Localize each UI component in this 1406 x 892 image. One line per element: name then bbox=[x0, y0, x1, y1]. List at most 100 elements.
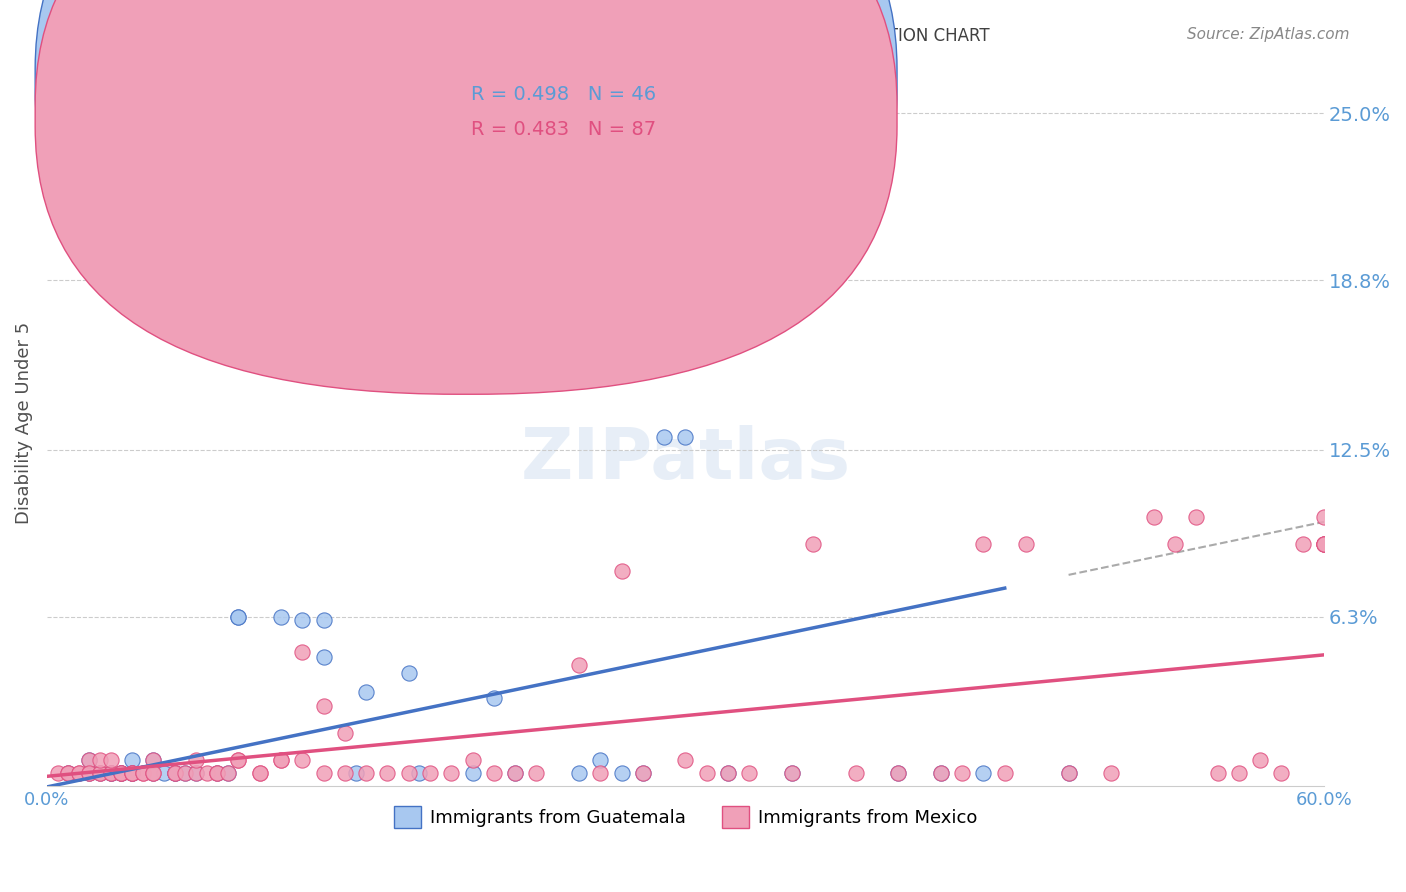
Point bbox=[1164, 537, 1187, 551]
Point bbox=[110, 766, 132, 780]
Point bbox=[100, 766, 122, 780]
Point bbox=[228, 753, 250, 767]
Point bbox=[184, 766, 207, 780]
Point bbox=[1270, 766, 1292, 780]
Point bbox=[89, 753, 111, 767]
Point bbox=[344, 766, 367, 780]
Text: IMMIGRANTS FROM GUATEMALA VS IMMIGRANTS FROM MEXICO DISABILITY AGE UNDER 5 CORRE: IMMIGRANTS FROM GUATEMALA VS IMMIGRANTS … bbox=[56, 27, 990, 45]
Point bbox=[696, 766, 718, 780]
Point bbox=[100, 766, 122, 780]
Point bbox=[46, 766, 69, 780]
Point bbox=[675, 753, 697, 767]
Point bbox=[79, 766, 101, 780]
Point bbox=[887, 766, 910, 780]
Point bbox=[972, 766, 994, 780]
Point bbox=[121, 766, 143, 780]
Point bbox=[121, 753, 143, 767]
Point bbox=[717, 766, 740, 780]
Point bbox=[377, 766, 399, 780]
Point bbox=[589, 766, 612, 780]
Point bbox=[89, 766, 111, 780]
Point bbox=[142, 766, 165, 780]
Point bbox=[121, 766, 143, 780]
Point bbox=[163, 766, 186, 780]
Point bbox=[89, 766, 111, 780]
Point bbox=[801, 537, 824, 551]
Point bbox=[110, 766, 132, 780]
Point bbox=[1143, 510, 1166, 524]
Point bbox=[972, 537, 994, 551]
Point bbox=[100, 753, 122, 767]
Point bbox=[163, 766, 186, 780]
Text: R = 0.483   N = 87: R = 0.483 N = 87 bbox=[471, 120, 657, 139]
Point bbox=[1313, 510, 1336, 524]
Point bbox=[1206, 766, 1229, 780]
Point bbox=[270, 753, 292, 767]
Point bbox=[249, 187, 271, 202]
Point bbox=[56, 766, 79, 780]
Point bbox=[205, 766, 228, 780]
Point bbox=[610, 564, 633, 578]
Point bbox=[131, 766, 153, 780]
Point bbox=[174, 766, 197, 780]
Point bbox=[79, 753, 101, 767]
Legend: Immigrants from Guatemala, Immigrants from Mexico: Immigrants from Guatemala, Immigrants fr… bbox=[387, 799, 984, 836]
Point bbox=[163, 766, 186, 780]
Point bbox=[631, 766, 654, 780]
Point bbox=[270, 610, 292, 624]
Point bbox=[482, 690, 505, 705]
Point bbox=[56, 766, 79, 780]
Point bbox=[419, 766, 441, 780]
Point bbox=[312, 613, 335, 627]
Point bbox=[217, 766, 239, 780]
Point bbox=[100, 766, 122, 780]
Point bbox=[589, 753, 612, 767]
Point bbox=[142, 753, 165, 767]
Point bbox=[354, 685, 377, 699]
Point bbox=[1015, 537, 1038, 551]
Point bbox=[195, 766, 218, 780]
Point bbox=[994, 766, 1017, 780]
Point bbox=[333, 725, 356, 739]
Point bbox=[291, 753, 314, 767]
Point bbox=[174, 766, 197, 780]
Point bbox=[142, 766, 165, 780]
Point bbox=[845, 766, 868, 780]
Y-axis label: Disability Age Under 5: Disability Age Under 5 bbox=[15, 322, 32, 524]
Point bbox=[228, 610, 250, 624]
Point bbox=[526, 766, 548, 780]
Point bbox=[110, 766, 132, 780]
Point bbox=[780, 766, 803, 780]
Point bbox=[121, 766, 143, 780]
Point bbox=[887, 766, 910, 780]
Point bbox=[461, 766, 484, 780]
Point bbox=[1292, 537, 1315, 551]
Point bbox=[354, 766, 377, 780]
Point bbox=[717, 766, 740, 780]
Point bbox=[929, 766, 952, 780]
Text: ZIPatlas: ZIPatlas bbox=[520, 425, 851, 494]
Point bbox=[79, 766, 101, 780]
Point bbox=[163, 766, 186, 780]
Point bbox=[100, 766, 122, 780]
Point bbox=[110, 766, 132, 780]
Point bbox=[398, 766, 420, 780]
Point bbox=[1057, 766, 1080, 780]
Point bbox=[738, 766, 761, 780]
Point bbox=[291, 645, 314, 659]
Point bbox=[408, 766, 430, 780]
Point bbox=[503, 766, 526, 780]
Point bbox=[631, 766, 654, 780]
Point bbox=[568, 658, 591, 673]
Point bbox=[142, 766, 165, 780]
Point bbox=[217, 766, 239, 780]
Point bbox=[1249, 753, 1271, 767]
Point bbox=[312, 698, 335, 713]
Point bbox=[312, 766, 335, 780]
Point bbox=[482, 766, 505, 780]
Point bbox=[333, 766, 356, 780]
Point bbox=[950, 766, 973, 780]
Point bbox=[312, 650, 335, 665]
Point bbox=[205, 766, 228, 780]
Point bbox=[1313, 537, 1336, 551]
